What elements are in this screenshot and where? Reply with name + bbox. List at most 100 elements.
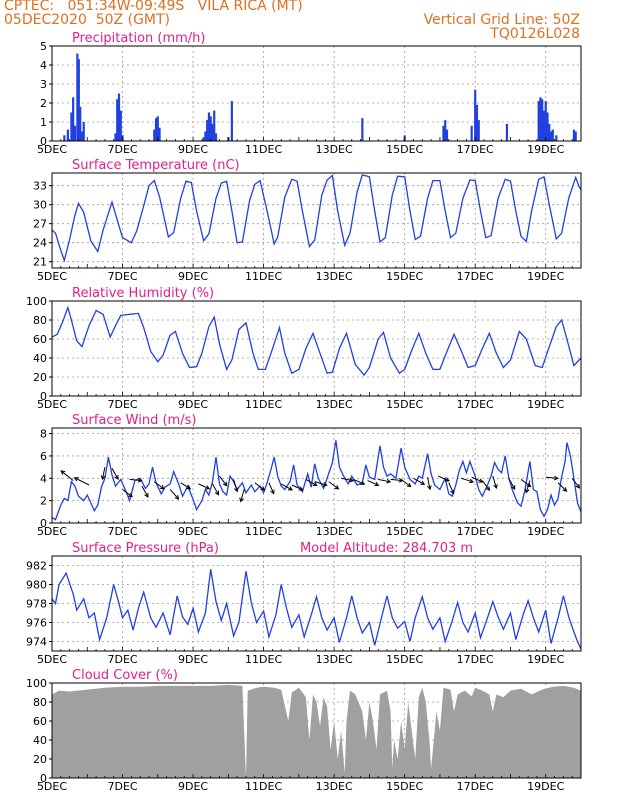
wind-arrow — [111, 467, 119, 480]
series-line-3 — [51, 440, 582, 521]
x-tick-label: 13DEC — [316, 270, 353, 283]
station-title: CPTEC: 051:34W-09:49S VILA RICA (MT) — [4, 0, 303, 14]
precip-bar — [153, 129, 156, 141]
wind-arrow — [557, 482, 568, 492]
y-tick-label: 980 — [26, 579, 47, 592]
precip-bar — [544, 101, 547, 141]
wind-arrow — [437, 475, 450, 482]
precip-bar — [206, 120, 209, 141]
grid-note: Vertical Grid Line: 50Z — [423, 12, 580, 28]
wind-arrow — [239, 489, 245, 503]
y-tick-label: 100 — [26, 677, 47, 690]
precip-bar — [541, 99, 544, 141]
model-code: TQ0126L028 — [490, 26, 580, 42]
x-tick-label: 13DEC — [316, 398, 353, 411]
precip-bar — [555, 135, 558, 141]
panel-1: 21 24 27 30 33 5DEC 7DEC 9DEC 11DEC 13DEC 15DEC 17D… — [33, 158, 582, 283]
y-tick-label: 80 — [33, 314, 47, 327]
wind-arrow — [233, 479, 239, 493]
y-tick-label: 0 — [40, 772, 47, 785]
x-tick-label: 19DEC — [527, 270, 564, 283]
precip-bar — [572, 129, 576, 141]
precip-bar — [80, 131, 84, 141]
wind-arrow — [212, 483, 219, 496]
wind-arrow — [169, 489, 180, 500]
cloud-cover-area — [52, 684, 581, 778]
precip-bar — [477, 120, 480, 141]
y-tick-label: 982 — [26, 560, 47, 573]
wind-arrow — [198, 483, 211, 490]
x-tick-label: 19DEC — [527, 525, 564, 538]
x-tick-label: 19DEC — [527, 780, 564, 793]
run-date: 05DEC2020 50Z (GMT) — [4, 12, 171, 28]
y-tick-label: 0 — [40, 517, 47, 530]
wind-arrow — [471, 476, 484, 483]
precip-bar — [76, 53, 79, 141]
precip-bar — [70, 112, 73, 141]
precip-bar — [77, 59, 80, 141]
wind-arrow — [492, 475, 498, 490]
precip-bar — [214, 133, 218, 141]
precip-bar — [82, 122, 85, 141]
x-tick-label: 11DEC — [245, 270, 282, 283]
precip-bar — [537, 101, 540, 141]
x-tick-label: 17DEC — [457, 270, 494, 283]
wind-arrow — [378, 478, 392, 484]
x-tick-label: 17DEC — [457, 398, 494, 411]
wind-arrow — [448, 482, 455, 495]
x-tick-label: 13DEC — [316, 143, 353, 156]
y-tick-label: 100 — [26, 295, 47, 308]
panel-title: Relative Humidity (%) — [72, 286, 214, 301]
y-tick-label: 60 — [33, 333, 47, 346]
x-tick-label: 9DEC — [178, 780, 208, 793]
precip-bar — [114, 133, 117, 141]
x-tick-label: 17DEC — [457, 525, 494, 538]
x-tick-label: 9DEC — [178, 398, 208, 411]
precip-bar — [154, 118, 158, 141]
x-tick-label: 15DEC — [386, 143, 423, 156]
x-tick-label: 9DEC — [178, 653, 208, 666]
x-tick-label: 11DEC — [245, 780, 282, 793]
x-tick-label: 15DEC — [386, 780, 423, 793]
y-tick-label: 0 — [40, 135, 47, 148]
y-tick-label: 3 — [40, 78, 47, 91]
precip-bar — [156, 116, 159, 141]
wind-arrow — [328, 481, 340, 490]
wind-arrow — [314, 481, 328, 487]
precip-bar — [158, 127, 161, 141]
y-tick-label: 4 — [40, 472, 47, 485]
panel-5: 0 20 40 60 80 100 5DEC 7DEC 9DEC 11DEC 13DEC 15DEC 1… — [26, 668, 582, 793]
y-tick-label: 80 — [33, 696, 47, 709]
series-line-1 — [51, 174, 582, 263]
precip-bar — [444, 120, 447, 141]
panel-3: 0 2 4 6 8 5DEC 7DEC 9DEC 11DEC 13DEC 15DEC 17DEC 19D… — [37, 413, 582, 538]
panel-frame — [51, 300, 582, 397]
x-tick-label: 17DEC — [457, 143, 494, 156]
panel-title: Surface Pressure (hPa) — [72, 541, 219, 556]
wind-arrow — [100, 467, 106, 481]
y-tick-label: 6 — [40, 450, 47, 463]
x-tick-label: 11DEC — [245, 398, 282, 411]
wind-arrow — [427, 477, 432, 491]
precip-bar — [72, 97, 75, 141]
wind-arrow — [400, 479, 412, 488]
y-tick-label: 974 — [26, 636, 47, 649]
x-tick-label: 19DEC — [527, 653, 564, 666]
precip-bar — [445, 129, 449, 141]
model-altitude: Model Altitude: 284.703 m — [300, 541, 473, 556]
x-tick-label: 15DEC — [386, 270, 423, 283]
panel-title: Precipitation (mm/h) — [72, 31, 205, 46]
y-tick-label: 4 — [40, 59, 47, 72]
y-tick-label: 2 — [40, 97, 47, 110]
wind-arrow — [219, 475, 228, 487]
precip-bar — [119, 110, 122, 141]
precip-bar — [546, 112, 549, 141]
x-tick-label: 7DEC — [107, 780, 137, 793]
wind-arrow — [73, 477, 90, 486]
x-tick-label: 11DEC — [245, 143, 282, 156]
panel-title: Cloud Cover (%) — [72, 668, 178, 683]
y-tick-label: 33 — [33, 180, 47, 193]
x-tick-label: 9DEC — [178, 525, 208, 538]
x-tick-label: 7DEC — [107, 398, 137, 411]
precip-bar — [542, 110, 546, 141]
